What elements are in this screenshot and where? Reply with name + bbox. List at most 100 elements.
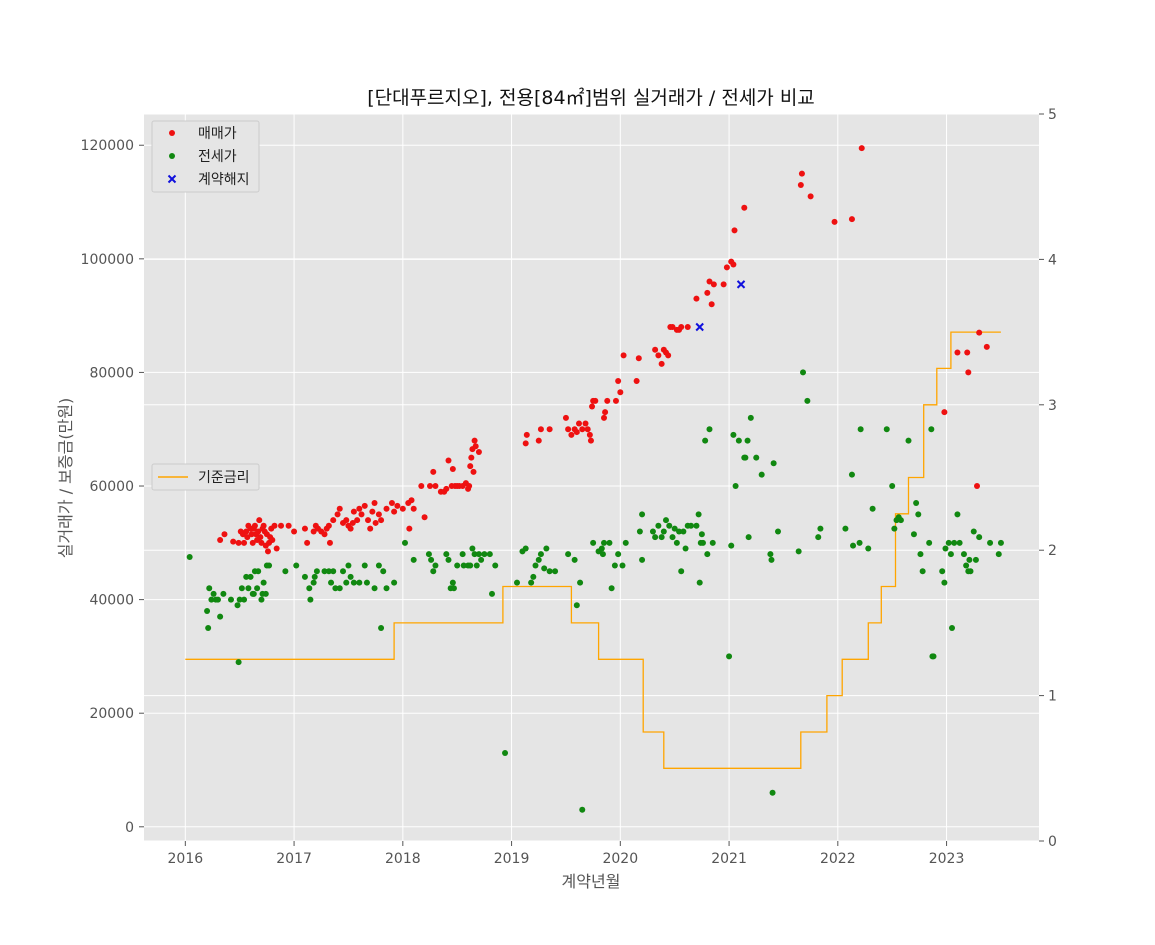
sale-point	[235, 539, 242, 546]
y2-tick-label: 2	[1048, 543, 1057, 559]
cancel-point	[736, 280, 746, 289]
jeonse-point	[768, 556, 775, 563]
jeonse-point	[343, 579, 350, 586]
sale-point	[372, 519, 379, 526]
sale-point	[241, 539, 248, 546]
sale-point	[371, 500, 378, 507]
jeonse-point	[747, 414, 754, 421]
jeonse-point	[325, 568, 332, 575]
jeonse-point	[375, 562, 382, 569]
legend-jeonse-label: 전세가	[198, 149, 237, 165]
jeonse-point	[676, 528, 683, 535]
jeonse-point	[247, 573, 254, 580]
jeonse-point	[966, 556, 973, 563]
sale-point	[678, 323, 685, 330]
sale-point	[710, 281, 717, 288]
jeonse-point	[243, 573, 250, 580]
jeonse-point	[619, 562, 626, 569]
sale-point	[258, 539, 265, 546]
jeonse-point	[865, 545, 872, 552]
jeonse-point	[428, 556, 435, 563]
jeonse-point	[915, 511, 922, 518]
jeonse-point	[599, 551, 606, 558]
jeonse-point	[350, 579, 357, 586]
jeonse-point	[945, 539, 952, 546]
sale-point	[285, 522, 292, 529]
sale-point	[375, 511, 382, 518]
jeonse-point	[804, 397, 811, 404]
sale-point	[472, 443, 479, 450]
cancel-point	[695, 322, 704, 332]
sale-point	[615, 377, 622, 384]
sale-point	[635, 355, 642, 362]
sale-point	[467, 463, 474, 470]
jeonse-point	[332, 585, 339, 592]
jeonse-point	[590, 539, 597, 546]
jeonse-point	[537, 551, 544, 558]
sale-point	[954, 349, 961, 356]
sale-point	[388, 500, 395, 507]
y-tick-label: 40000	[89, 593, 134, 609]
sale-point	[584, 426, 591, 433]
jeonse-point	[347, 573, 354, 580]
jeonse-point	[543, 545, 550, 552]
jeonse-point	[258, 596, 265, 603]
sale-point	[983, 343, 990, 350]
y2-tick-label: 1	[1048, 689, 1057, 705]
sale-point	[466, 483, 473, 490]
jeonse-point	[310, 579, 317, 586]
jeonse-point	[565, 551, 572, 558]
sale-point	[468, 454, 475, 461]
sale-point	[408, 497, 415, 504]
sale-point	[410, 505, 417, 512]
jeonse-point	[469, 545, 476, 552]
sale-point	[356, 505, 363, 512]
jeonse-point	[930, 653, 937, 660]
sale-point	[665, 352, 672, 359]
jeonse-point	[378, 625, 385, 632]
jeonse-point	[391, 579, 398, 586]
sale-point	[445, 457, 452, 464]
sale-point	[565, 426, 572, 433]
jeonse-point	[611, 562, 618, 569]
jeonse-point	[383, 585, 390, 592]
x-tick-label: 2023	[929, 851, 965, 867]
jeonse-point	[454, 562, 461, 569]
jeonse-point	[238, 585, 245, 592]
sale-point	[471, 437, 478, 444]
jeonse-point	[340, 568, 347, 575]
gridlines	[144, 113, 1039, 842]
x-tick-label: 2019	[494, 851, 530, 867]
y2-tick-label: 5	[1048, 107, 1057, 123]
sale-point	[633, 377, 640, 384]
jeonse-point	[769, 789, 776, 796]
sale-point	[573, 429, 580, 436]
jeonse-point	[430, 568, 437, 575]
sale-point	[443, 485, 450, 492]
y-tick-label: 0	[125, 820, 134, 836]
sale-point	[349, 519, 356, 526]
jeonse-point	[758, 471, 765, 478]
sale-point	[406, 525, 413, 532]
legend-rate: 기준금리	[151, 463, 260, 491]
jeonse-point	[848, 471, 855, 478]
jeonse-point	[577, 579, 584, 586]
sale-point	[708, 301, 715, 308]
jeonse-point	[307, 596, 314, 603]
jeonse-point	[478, 556, 485, 563]
legend-scatter-box	[151, 120, 260, 193]
jeonse-point	[579, 806, 586, 813]
chart-title: [단대푸르지오], 전용[84㎡]범위 실거래가 / 전세가 비교	[367, 86, 815, 109]
jeonse-point	[726, 653, 733, 660]
sale-point	[264, 548, 271, 555]
jeonse-point	[313, 568, 320, 575]
jeonse-point	[662, 517, 669, 524]
sale-point	[741, 204, 748, 211]
jeonse-point	[919, 568, 926, 575]
jeonse-point	[475, 551, 482, 558]
sale-point	[470, 468, 477, 475]
jeonse-point	[450, 585, 457, 592]
jeonse-point	[673, 539, 680, 546]
jeonse-point	[401, 539, 408, 546]
